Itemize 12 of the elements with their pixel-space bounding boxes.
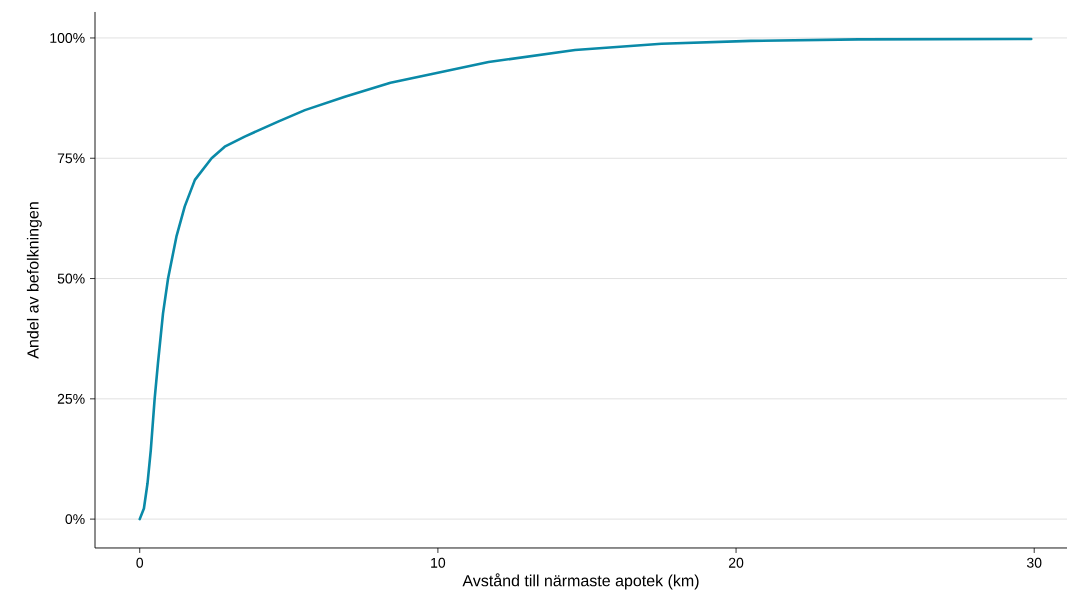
- y-tick-label: 75%: [57, 153, 85, 164]
- x-tick-label: 30: [1026, 557, 1042, 568]
- y-axis-title: Andel av befolkningen: [26, 202, 42, 359]
- x-tick-label: 20: [728, 557, 744, 568]
- x-tick-label: 0: [136, 557, 144, 568]
- y-tick-label: 25%: [57, 393, 85, 404]
- line-series: [138, 37, 1033, 521]
- y-tick-label: 50%: [57, 273, 85, 284]
- x-tick-label: 10: [431, 557, 446, 568]
- x-axis-title: Avstånd till närmaste apotek (km): [462, 573, 699, 590]
- y-tick-label: 100%: [50, 33, 85, 43]
- y-tick-label: 0%: [65, 514, 85, 525]
